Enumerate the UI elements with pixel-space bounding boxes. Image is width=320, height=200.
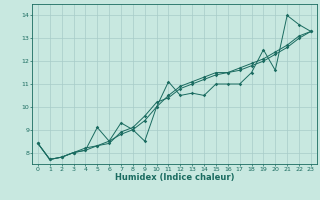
X-axis label: Humidex (Indice chaleur): Humidex (Indice chaleur) [115,173,234,182]
